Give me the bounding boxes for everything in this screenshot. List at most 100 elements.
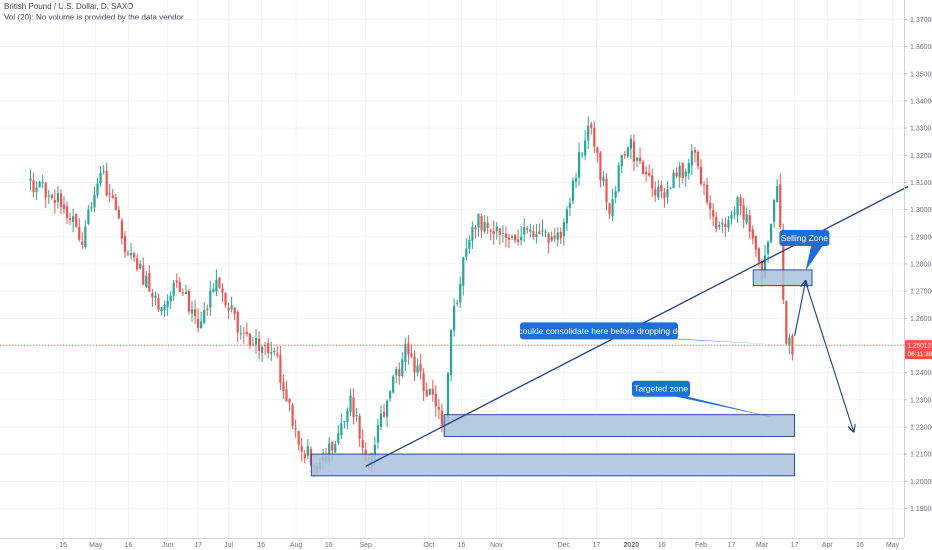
candle-body <box>769 224 773 243</box>
candle-body <box>279 354 282 383</box>
callout-1[interactable]: Selling Zone <box>779 229 830 271</box>
candle-body <box>136 258 139 270</box>
candle-body <box>416 365 419 373</box>
candle-body <box>84 226 87 247</box>
selling-zone-rect <box>752 269 813 287</box>
candle-body <box>699 166 703 184</box>
candle-body <box>605 178 608 203</box>
candle-body <box>456 302 459 304</box>
candle-body <box>160 307 163 312</box>
candle-body <box>300 446 303 452</box>
candle-body <box>190 309 194 314</box>
candle-body <box>352 397 355 418</box>
candle-body <box>154 295 157 299</box>
candle-body <box>337 433 340 443</box>
candle-body <box>748 215 751 232</box>
candle-body <box>559 232 562 239</box>
candle-body <box>62 204 66 209</box>
candle-body <box>462 257 465 286</box>
drawings[interactable]: Selling Zone we coulde consolidate here b… <box>0 185 909 477</box>
candle-body <box>651 175 654 189</box>
candle-body <box>733 212 736 215</box>
candle-body <box>389 391 392 399</box>
candle-body <box>169 295 172 302</box>
candle-body <box>702 184 706 186</box>
candle-body <box>343 421 346 423</box>
price-tick-label: 1.28000 <box>910 261 932 268</box>
candle-body <box>303 453 306 459</box>
candle-body <box>349 395 352 412</box>
candle-body <box>47 195 50 197</box>
candle-body <box>577 152 581 178</box>
candle-body <box>736 197 739 215</box>
volume-note: Vol (20): No volume is provided by the d… <box>4 13 186 22</box>
candle-body <box>632 141 636 162</box>
candle-body <box>401 359 404 377</box>
candle-body <box>593 127 596 147</box>
candle-body <box>474 227 477 230</box>
candle-body <box>197 318 200 328</box>
candle-body <box>331 442 334 451</box>
time-tick-label: May <box>89 542 103 549</box>
candle-body <box>102 171 105 173</box>
candle-body <box>242 332 245 334</box>
price-tick-label: 1.29000 <box>910 234 932 241</box>
candle-body <box>376 425 380 443</box>
candle-body <box>87 209 90 224</box>
candle-body <box>611 199 614 217</box>
candle-body <box>742 205 745 220</box>
candle-body <box>361 439 364 449</box>
time-tick-label: Dec <box>558 542 571 549</box>
callout-text: Selling Zone <box>781 233 829 243</box>
candle-body <box>248 333 252 346</box>
callout-2[interactable]: we coulde consolidate here before droppi… <box>504 322 782 345</box>
last-price-value: 1.25012 <box>908 343 932 350</box>
projection-arrow-up <box>794 282 806 337</box>
candle-body <box>754 235 757 250</box>
candle-body <box>483 221 486 232</box>
candle-body <box>126 253 130 255</box>
candle-body <box>96 183 99 196</box>
candle-body <box>614 191 617 198</box>
candle-body <box>221 288 224 293</box>
candle-body <box>705 184 709 203</box>
candle-body <box>517 239 520 242</box>
candle-body <box>766 242 770 254</box>
candle-body <box>629 138 632 149</box>
price-tick-label: 1.22000 <box>910 424 932 431</box>
candle-body <box>635 157 639 161</box>
time-tick-label: Apr <box>822 542 834 549</box>
candle-body <box>56 193 60 202</box>
candle-body <box>510 236 514 238</box>
candle-body <box>166 300 169 308</box>
candle-body <box>523 227 526 235</box>
candle-body <box>498 228 501 235</box>
candle-body <box>581 153 584 155</box>
candle-body <box>675 172 678 177</box>
price-tick-label: 1.23000 <box>910 397 932 404</box>
callout-3[interactable]: Targeted zone <box>632 380 773 418</box>
candle-body <box>526 228 529 230</box>
candle-body <box>425 389 428 397</box>
candle-body <box>602 177 605 182</box>
candle-body <box>763 255 767 279</box>
time-tick-label: 2020 <box>624 542 640 549</box>
candle-body <box>696 151 700 167</box>
candle-body <box>53 199 56 204</box>
candle-body <box>641 161 645 175</box>
targeted-zone-rect <box>443 414 796 437</box>
candle-body <box>35 187 38 192</box>
candle-body <box>687 163 690 174</box>
candle-body <box>181 292 184 294</box>
candle-body <box>203 309 206 323</box>
candle-body <box>788 337 791 346</box>
callout-box <box>779 229 830 246</box>
candle-body <box>261 346 264 353</box>
candle-body <box>276 353 279 356</box>
price-tick-label: 1.32000 <box>910 153 932 160</box>
time-tick-label: 17 <box>593 542 601 549</box>
candle-body <box>38 181 41 188</box>
candle-body <box>90 207 93 209</box>
candle-body <box>172 282 175 296</box>
